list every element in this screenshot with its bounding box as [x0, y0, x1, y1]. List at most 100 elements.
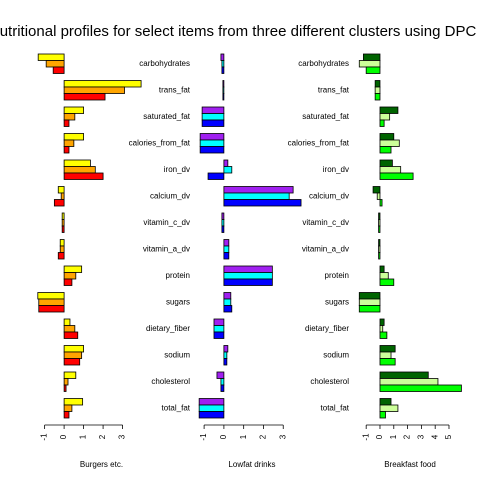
bar [379, 159, 393, 167]
x-tick-label: 0 [59, 434, 68, 439]
bar [223, 192, 290, 200]
category-label: protein [325, 271, 349, 280]
bar [60, 192, 65, 200]
x-tick-label: -1 [199, 433, 208, 441]
x-tick-label: 5 [444, 434, 453, 439]
bar [223, 351, 228, 359]
category-label: saturated_fat [302, 112, 349, 121]
bar [63, 384, 67, 392]
bar [374, 86, 381, 94]
bar [213, 325, 225, 333]
bar [63, 146, 70, 154]
bar [223, 245, 230, 253]
bar [221, 219, 225, 227]
bar [379, 146, 392, 154]
bar [223, 166, 233, 174]
bar [221, 225, 225, 233]
bar [374, 80, 381, 88]
category-label: calcium_dv [150, 192, 190, 201]
x-tick-label: 3 [118, 434, 127, 439]
bar [63, 139, 75, 147]
bar [379, 404, 399, 412]
category-label: sugars [166, 298, 190, 307]
bar [63, 133, 85, 141]
bar [378, 212, 381, 220]
bar [378, 252, 381, 260]
bar [379, 106, 399, 114]
bar [220, 378, 225, 386]
bar [221, 66, 225, 74]
bar [374, 93, 381, 101]
bar [365, 66, 381, 74]
category-label: iron_dv [323, 165, 349, 174]
bar [199, 139, 225, 147]
bar [379, 331, 388, 339]
bar [61, 212, 65, 220]
bar [201, 113, 225, 121]
category-label: trans_fat [159, 86, 191, 95]
x-tick-label: -1 [361, 433, 370, 441]
bar [223, 252, 230, 260]
category-label: calcium_dv [309, 192, 349, 201]
bar [213, 331, 225, 339]
bar [378, 239, 381, 247]
bar [379, 166, 402, 174]
bar [220, 53, 225, 61]
bar [61, 225, 65, 233]
bar [379, 318, 385, 326]
bar [378, 219, 381, 227]
bar [38, 305, 65, 313]
bar [379, 378, 439, 386]
bar [63, 325, 76, 333]
x-axis-label: Lowfat drinks [228, 460, 275, 469]
bar [63, 371, 77, 379]
x-tick-label: 3 [416, 434, 425, 439]
bar [379, 398, 392, 406]
bar [213, 318, 225, 326]
bar [223, 265, 273, 273]
x-axis-label: Burgers etc. [80, 460, 123, 469]
category-label: sodium [323, 351, 349, 360]
bar [63, 113, 76, 121]
bar [379, 384, 462, 392]
bar [63, 411, 70, 419]
bar [63, 358, 81, 366]
bar [379, 371, 429, 379]
bar [358, 298, 381, 306]
category-label: calories_from_fat [129, 139, 191, 148]
bar [199, 146, 225, 154]
bar [358, 60, 381, 68]
bar [63, 272, 77, 280]
category-label: cholesterol [151, 377, 190, 386]
category-label: trans_fat [318, 86, 350, 95]
category-label: total_fat [162, 404, 191, 413]
bar [199, 133, 225, 141]
bar [53, 199, 65, 207]
bar [63, 345, 85, 353]
bar [63, 404, 73, 412]
category-label: dietary_fiber [146, 324, 190, 333]
x-tick-label: 2 [259, 434, 268, 439]
bar [63, 172, 104, 180]
bar [223, 345, 229, 353]
bar [63, 351, 83, 359]
bar [207, 172, 225, 180]
bar [63, 166, 96, 174]
bar [52, 66, 65, 74]
bar [63, 331, 79, 339]
bar [223, 305, 233, 313]
category-label: vitamin_c_dv [302, 218, 349, 227]
bar [63, 278, 73, 286]
bar [63, 119, 70, 127]
x-tick-label: 2 [403, 434, 412, 439]
category-label: vitamin_a_dv [143, 245, 190, 254]
bar [45, 60, 65, 68]
bar [379, 172, 414, 180]
x-tick-label: 0 [219, 434, 228, 439]
bar [378, 245, 381, 253]
bar [201, 119, 225, 127]
bar [223, 292, 232, 300]
bar [63, 93, 106, 101]
bar [198, 404, 225, 412]
